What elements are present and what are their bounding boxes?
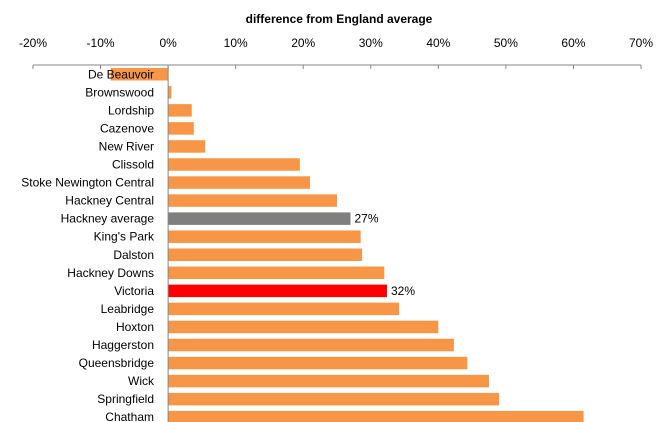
- category-label: Queensbridge: [79, 356, 155, 370]
- bar: [168, 410, 584, 422]
- bar: [168, 194, 337, 207]
- x-tick-label: 70%: [629, 36, 653, 50]
- data-label: 27%: [355, 212, 379, 226]
- bar: [168, 284, 387, 298]
- category-label: Springfield: [97, 392, 154, 406]
- bar: [168, 86, 172, 99]
- category-label: Chatham: [105, 410, 154, 422]
- bar: [168, 230, 361, 243]
- x-tick-label: 40%: [426, 36, 450, 50]
- bar: [168, 122, 194, 135]
- bar: [168, 374, 489, 388]
- category-label: Leabridge: [101, 302, 155, 316]
- x-tick-label: -10%: [87, 36, 115, 50]
- chart-title: difference from England average: [246, 12, 433, 26]
- category-label: Hoxton: [116, 320, 154, 334]
- bar: [168, 140, 206, 153]
- bar: [168, 338, 454, 352]
- bar: [168, 392, 500, 406]
- bar: [168, 266, 385, 280]
- category-label: Hackney Downs: [67, 266, 154, 280]
- data-label: 32%: [391, 284, 415, 298]
- x-tick-label: 30%: [359, 36, 383, 50]
- bar: [168, 302, 400, 316]
- category-label: Wick: [128, 374, 155, 388]
- bar: [168, 158, 300, 171]
- category-labels: De Beauvoir Brownswood Lordship Cazenove New…: [21, 67, 155, 422]
- category-label: Hackney Central: [65, 194, 154, 208]
- x-tick-label: -20%: [19, 36, 47, 50]
- category-label: New River: [99, 139, 154, 153]
- bar: [168, 176, 310, 189]
- x-tick-label: 60%: [561, 36, 585, 50]
- x-axis-ticks: -20% -10% 0% 10% 20% 30% 40% 50% 60% 70%: [19, 36, 653, 69]
- x-tick-label: 20%: [291, 36, 315, 50]
- category-label: Clissold: [112, 158, 154, 172]
- bar: [110, 68, 169, 81]
- x-tick-label: 10%: [224, 36, 248, 50]
- bar: [168, 356, 468, 370]
- x-tick-label: 50%: [494, 36, 518, 50]
- bar: [168, 104, 192, 117]
- bar: [168, 248, 362, 261]
- data-labels: 27% 32%: [355, 212, 416, 298]
- bars: [110, 68, 584, 422]
- category-label: Stoke Newington Central: [21, 176, 154, 190]
- category-label: King's Park: [94, 230, 155, 244]
- bar: [168, 320, 439, 334]
- category-label: Brownswood: [85, 85, 154, 99]
- category-label: Lordship: [108, 103, 154, 117]
- category-label: Haggerston: [92, 338, 154, 352]
- category-label: De Beauvoir: [88, 67, 154, 81]
- bar: [168, 212, 351, 225]
- category-label: Cazenove: [100, 121, 154, 135]
- x-tick-label: 0%: [159, 36, 177, 50]
- category-label: Victoria: [114, 284, 154, 298]
- category-label: Dalston: [113, 248, 154, 262]
- category-label: Hackney average: [61, 212, 155, 226]
